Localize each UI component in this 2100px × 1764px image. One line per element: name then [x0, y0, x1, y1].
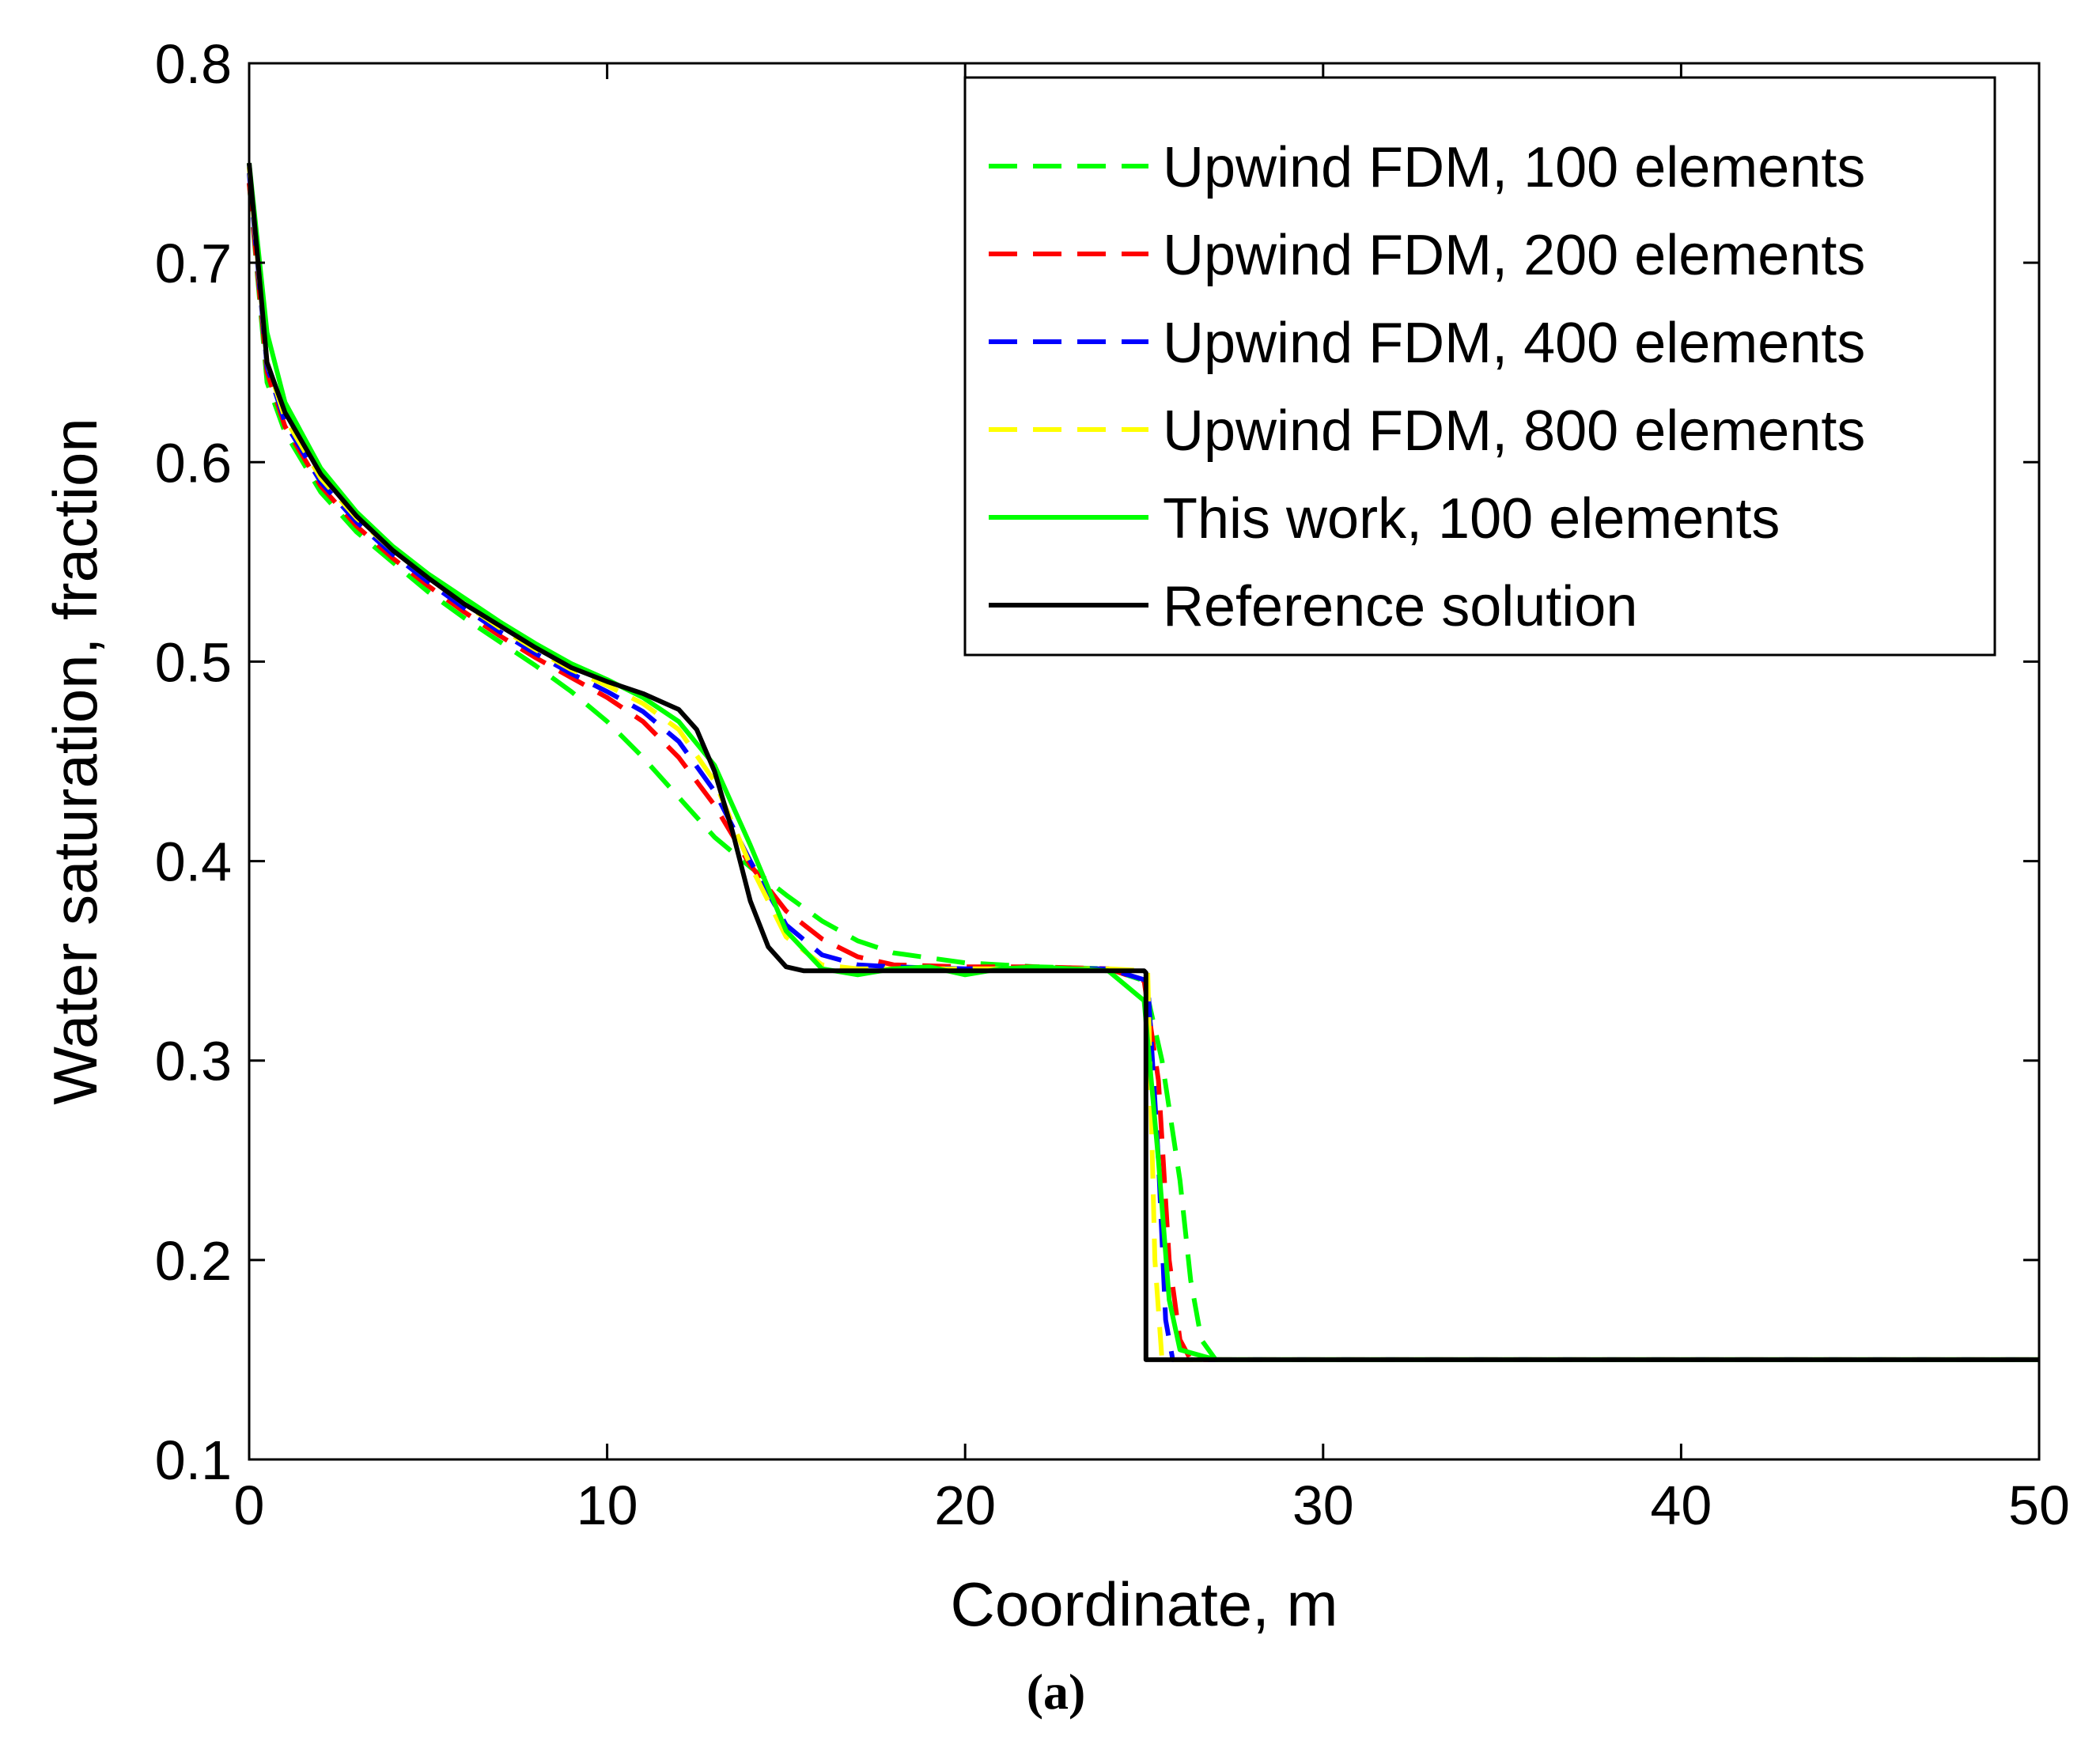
plot-frame	[248, 62, 2041, 1461]
x-tick-label: 10	[577, 1474, 638, 1536]
y-tick-label: 0.3	[155, 1031, 232, 1092]
y-axis-title: Water saturation, fraction	[40, 418, 110, 1104]
legend-label-1: Upwind FDM, 100 elements	[1163, 136, 1865, 199]
legend-label-6: Reference solution	[1163, 575, 1637, 638]
x-axis-title: Coordinate, m	[951, 1569, 1338, 1639]
x-tick-label: 20	[934, 1474, 996, 1536]
legend-label-3: Upwind FDM, 400 elements	[1163, 312, 1865, 375]
y-tick-label: 0.8	[155, 33, 232, 95]
legend: Upwind FDM, 100 elements Upwind FDM, 200 …	[963, 76, 1996, 657]
y-tick-label: 0.2	[155, 1230, 232, 1292]
y-tick-label: 0.4	[155, 831, 232, 893]
legend-box	[963, 76, 1996, 657]
x-tick-label: 0	[234, 1474, 265, 1536]
y-tick-label: 0.1	[155, 1429, 232, 1491]
series-layer	[247, 162, 2039, 1362]
x-tick-label: 30	[1292, 1474, 1354, 1536]
y-tick-label: 0.6	[155, 432, 232, 494]
series-line-5	[247, 162, 2039, 1362]
series-line-1	[247, 183, 2039, 1362]
y-tick-label: 0.7	[155, 233, 232, 294]
ticks-layer: 0 10 20 30 40 50 0.1 0.2 0.3 0.4 0.5 0.6 0.7 0.8	[155, 33, 2070, 1536]
series-line-6	[247, 162, 2039, 1362]
legend-label-5: This work, 100 elements	[1163, 487, 1780, 551]
x-tick-label: 50	[2008, 1474, 2070, 1536]
x-tick-label: 40	[1650, 1474, 1712, 1536]
legend-label-4: Upwind FDM, 800 elements	[1163, 399, 1865, 463]
legend-label-2: Upwind FDM, 200 elements	[1163, 224, 1865, 287]
panel-label: (a)	[1027, 1664, 1086, 1720]
y-tick-label: 0.5	[155, 631, 232, 693]
